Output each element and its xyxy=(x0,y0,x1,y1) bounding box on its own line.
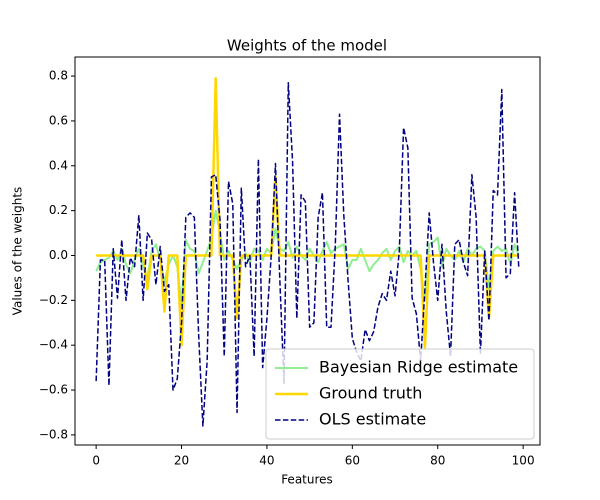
y-tick-label: 0.8 xyxy=(49,69,68,83)
y-tick-label: −0.2 xyxy=(39,293,68,307)
legend-label: Bayesian Ridge estimate xyxy=(319,358,518,377)
y-tick-label: −0.4 xyxy=(39,338,68,352)
y-tick-label: 0.4 xyxy=(49,158,68,172)
chart-title: Weights of the model xyxy=(227,37,387,55)
x-tick-label: 0 xyxy=(92,454,100,468)
x-tick-label: 40 xyxy=(259,454,274,468)
series-line xyxy=(96,77,519,349)
y-tick-label: 0.2 xyxy=(49,203,68,217)
y-tick-label: 0.0 xyxy=(49,248,68,262)
x-tick-label: 100 xyxy=(512,454,535,468)
plot-frame xyxy=(74,56,541,446)
x-tick-label: 20 xyxy=(174,454,189,468)
legend-label: OLS estimate xyxy=(319,410,426,429)
legend-box xyxy=(265,348,535,440)
legend-label: Ground truth xyxy=(319,384,422,403)
y-tick-label: −0.8 xyxy=(39,427,68,441)
x-tick-label: 80 xyxy=(430,454,445,468)
y-tick-label: −0.6 xyxy=(39,383,68,397)
y-tick-label: 0.6 xyxy=(49,113,68,127)
x-tick-label: 60 xyxy=(345,454,360,468)
y-axis-label: Values of the weights xyxy=(11,187,25,316)
x-axis-label: Features xyxy=(281,473,333,487)
series-line xyxy=(95,82,520,427)
